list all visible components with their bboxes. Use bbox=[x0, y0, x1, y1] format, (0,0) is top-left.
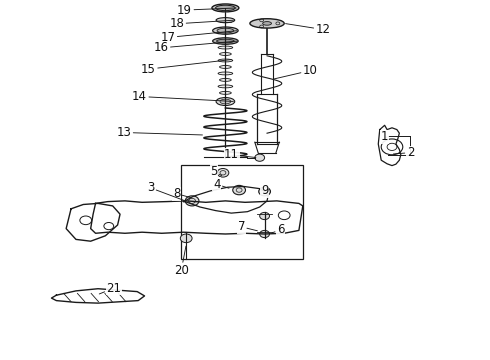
Ellipse shape bbox=[216, 18, 235, 23]
Ellipse shape bbox=[218, 59, 233, 62]
Ellipse shape bbox=[216, 98, 235, 105]
Text: 2: 2 bbox=[393, 146, 414, 159]
Circle shape bbox=[255, 154, 265, 161]
Ellipse shape bbox=[217, 39, 234, 43]
Bar bbox=[181, 165, 303, 259]
Text: 20: 20 bbox=[174, 246, 189, 277]
Text: 21: 21 bbox=[99, 282, 122, 294]
Ellipse shape bbox=[218, 46, 233, 49]
Ellipse shape bbox=[213, 27, 238, 34]
Ellipse shape bbox=[220, 91, 231, 94]
Ellipse shape bbox=[217, 28, 234, 33]
Text: 11: 11 bbox=[224, 148, 256, 161]
Text: 10: 10 bbox=[274, 64, 318, 79]
Ellipse shape bbox=[220, 66, 231, 68]
Text: 6: 6 bbox=[272, 223, 284, 236]
Ellipse shape bbox=[250, 19, 284, 28]
Circle shape bbox=[260, 230, 270, 238]
Ellipse shape bbox=[213, 38, 238, 44]
Text: 16: 16 bbox=[153, 41, 237, 54]
Ellipse shape bbox=[218, 72, 233, 75]
Text: 3: 3 bbox=[147, 181, 184, 201]
Ellipse shape bbox=[220, 78, 231, 81]
Ellipse shape bbox=[263, 22, 271, 25]
Ellipse shape bbox=[218, 85, 233, 88]
Text: 1: 1 bbox=[381, 130, 388, 143]
Text: 5: 5 bbox=[210, 165, 222, 178]
Text: 12: 12 bbox=[286, 23, 331, 36]
Text: 7: 7 bbox=[238, 220, 257, 233]
Text: 14: 14 bbox=[132, 90, 233, 103]
Circle shape bbox=[233, 185, 245, 195]
Ellipse shape bbox=[216, 5, 235, 11]
Circle shape bbox=[180, 234, 192, 243]
Text: 4: 4 bbox=[213, 178, 229, 191]
Text: 13: 13 bbox=[117, 126, 202, 139]
Text: 15: 15 bbox=[141, 59, 231, 76]
Text: 17: 17 bbox=[160, 31, 237, 44]
Circle shape bbox=[259, 187, 270, 196]
Ellipse shape bbox=[212, 4, 239, 12]
Text: 18: 18 bbox=[170, 17, 233, 30]
Text: 8: 8 bbox=[173, 187, 191, 200]
Text: 9: 9 bbox=[261, 184, 269, 197]
Ellipse shape bbox=[220, 99, 231, 104]
Text: 19: 19 bbox=[177, 4, 236, 17]
Circle shape bbox=[260, 212, 270, 220]
Circle shape bbox=[185, 196, 199, 206]
Ellipse shape bbox=[220, 53, 231, 55]
Circle shape bbox=[217, 168, 229, 177]
